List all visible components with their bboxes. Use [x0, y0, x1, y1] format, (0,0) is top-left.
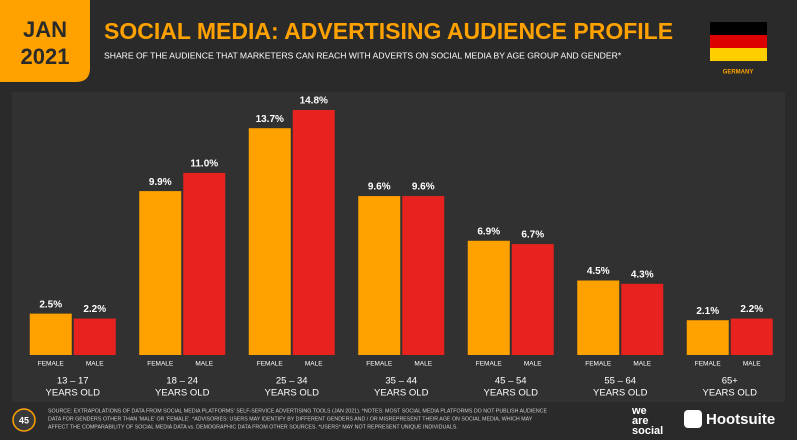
chart-subtitle: SHARE OF THE AUDIENCE THAT MARKETERS CAN…: [104, 50, 622, 60]
bar: [686, 320, 729, 355]
value-label: 6.7%: [521, 230, 544, 241]
x-tick-label: 18 – 24: [166, 376, 198, 387]
bar: [139, 191, 182, 355]
bar: [292, 110, 335, 355]
legend-label: FEMALE: [476, 361, 503, 368]
legend-label: FEMALE: [695, 361, 722, 368]
x-tick-unit: YEARS OLD: [593, 388, 648, 399]
source-line: DATA FOR GENDERS OTHER THAN 'MALE' OR 'F…: [48, 416, 533, 422]
legend-label: MALE: [633, 361, 651, 368]
country-label: GERMANY: [723, 70, 754, 76]
chart-title: SOCIAL MEDIA: ADVERTISING AUDIENCE PROFI…: [104, 18, 673, 44]
value-label: 2.5%: [39, 299, 62, 310]
bar: [577, 280, 620, 355]
x-tick-label: 35 – 44: [385, 376, 417, 387]
x-tick-unit: YEARS OLD: [265, 388, 320, 399]
bar: [73, 318, 116, 355]
legend-label: FEMALE: [147, 361, 174, 368]
bar: [511, 244, 554, 355]
page-number: 45: [19, 415, 29, 425]
bar: [402, 196, 445, 355]
bar: [29, 313, 72, 355]
value-label: 13.7%: [256, 114, 284, 125]
value-label: 2.1%: [696, 306, 719, 317]
x-tick-unit: YEARS OLD: [46, 388, 101, 399]
legend-label: MALE: [414, 361, 432, 368]
brand-logo: we: [631, 405, 647, 417]
brand-logo: Hootsuite: [706, 411, 775, 428]
x-tick-unit: YEARS OLD: [703, 388, 758, 399]
x-tick-label: 55 – 64: [604, 376, 636, 387]
bar: [467, 240, 510, 355]
date-year: 2021: [21, 44, 70, 69]
x-tick-label: 13 – 17: [57, 376, 89, 387]
bar: [358, 196, 401, 355]
legend-label: FEMALE: [257, 361, 284, 368]
value-label: 4.3%: [631, 269, 654, 280]
bar: [183, 172, 226, 355]
value-label: 14.8%: [300, 96, 328, 107]
brand-logo: social: [632, 425, 663, 437]
value-label: 9.9%: [149, 177, 172, 188]
x-tick-label: 45 – 54: [495, 376, 527, 387]
legend-label: MALE: [524, 361, 542, 368]
flag-stripe: [710, 48, 767, 61]
x-tick-unit: YEARS OLD: [374, 388, 429, 399]
date-month: JAN: [23, 17, 67, 42]
legend-label: MALE: [743, 361, 761, 368]
value-label: 9.6%: [412, 182, 435, 193]
value-label: 11.0%: [190, 159, 218, 170]
flag-stripe: [710, 35, 767, 48]
x-tick-label: 65+: [722, 376, 739, 387]
value-label: 9.6%: [368, 182, 391, 193]
page-badge: [12, 408, 36, 432]
source-line: SOURCE: EXTRAPOLATIONS OF DATA FROM SOCI…: [48, 408, 547, 414]
legend-label: MALE: [195, 361, 213, 368]
bar: [248, 128, 291, 355]
legend-label: FEMALE: [366, 361, 393, 368]
x-tick-label: 25 – 34: [276, 376, 308, 387]
owl-icon: [684, 410, 702, 428]
x-tick-unit: YEARS OLD: [155, 388, 210, 399]
value-label: 2.2%: [740, 304, 763, 315]
x-tick-unit: YEARS OLD: [484, 388, 539, 399]
legend-label: FEMALE: [585, 361, 612, 368]
value-label: 4.5%: [587, 266, 610, 277]
legend-label: MALE: [86, 361, 104, 368]
value-label: 2.2%: [83, 304, 106, 315]
legend-label: MALE: [305, 361, 323, 368]
date-box: [0, 0, 90, 82]
bar: [621, 283, 664, 355]
flag-stripe: [710, 22, 767, 35]
source-line: AFFECT THE COMPARABILITY OF SOCIAL MEDIA…: [48, 424, 458, 430]
brand-logo: are: [632, 415, 649, 427]
value-label: 6.9%: [477, 226, 500, 237]
bar: [730, 318, 773, 355]
legend-label: FEMALE: [38, 361, 65, 368]
